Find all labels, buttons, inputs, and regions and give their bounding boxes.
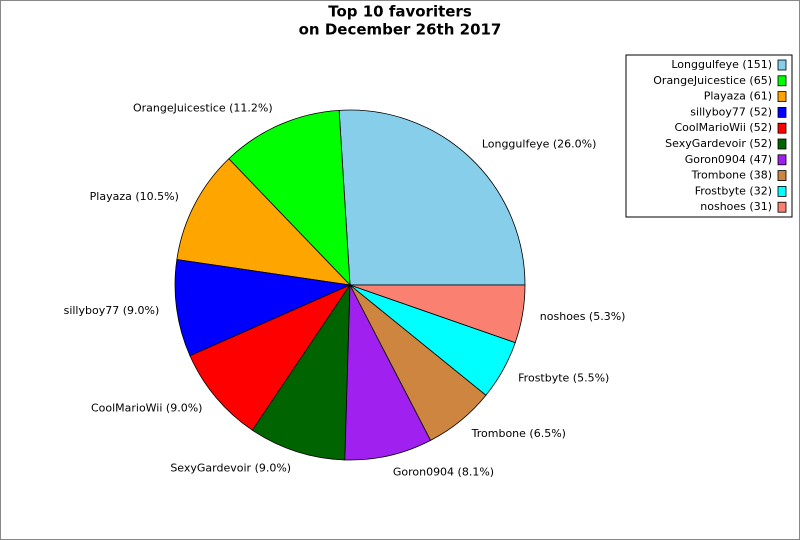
- legend-swatch: [777, 122, 787, 134]
- legend-swatch: [777, 154, 787, 166]
- slice-label: noshoes (5.3%): [540, 310, 626, 323]
- slice-label: Longgulfeye (26.0%): [482, 138, 597, 151]
- legend-label: Trombone (38): [691, 169, 772, 182]
- pie-slice: [189, 284, 352, 431]
- pie-slice: [176, 158, 352, 286]
- slice-label: Trombone (6.5%): [471, 427, 566, 440]
- legend-label: sillyboy77 (52): [690, 105, 772, 118]
- legend-label: Playaza (61): [704, 90, 772, 103]
- legend-swatch: [777, 91, 787, 102]
- legend-label: SexyGardevoir (52): [665, 137, 772, 150]
- slice-label: Frostbyte (5.5%): [518, 372, 609, 385]
- legend-swatch: [777, 185, 787, 197]
- pie-slice: [228, 109, 351, 287]
- legend-label: Frostbyte (32): [695, 184, 772, 197]
- legend-label: Longgulfeye (151): [671, 58, 772, 71]
- pie-slice: [338, 109, 526, 286]
- slice-label: OrangeJuicestice (11.2%): [133, 102, 273, 115]
- slice-label: Goron0904 (8.1%): [393, 466, 494, 479]
- legend-swatch: [777, 107, 787, 118]
- legend-swatch: [777, 59, 787, 71]
- pie-slice: [251, 283, 351, 461]
- chart-title: Top 10 favoriters: [328, 3, 472, 21]
- pie-slice: [344, 283, 432, 461]
- legend-label: CoolMarioWii (52): [674, 121, 772, 134]
- legend-label: OrangeJuicestice (65): [653, 74, 772, 87]
- slice-label: sillyboy77 (9.0%): [64, 304, 160, 317]
- chart-title: on December 26th 2017: [299, 21, 502, 39]
- legend-swatch: [777, 138, 787, 150]
- slice-label: SexyGardevoir (9.0%): [170, 461, 291, 474]
- slice-label: Playaza (10.5%): [90, 190, 179, 203]
- slice-label: CoolMarioWii (9.0%): [91, 402, 203, 415]
- legend-swatch: [777, 201, 787, 213]
- pie-slice: [174, 259, 352, 357]
- legend-label: noshoes (31): [700, 200, 772, 213]
- legend-label: Goron0904 (47): [685, 153, 772, 166]
- legend-box: [625, 54, 793, 218]
- legend-swatch: [777, 75, 787, 87]
- legend-swatch: [777, 170, 787, 182]
- pie-slice: [349, 284, 526, 344]
